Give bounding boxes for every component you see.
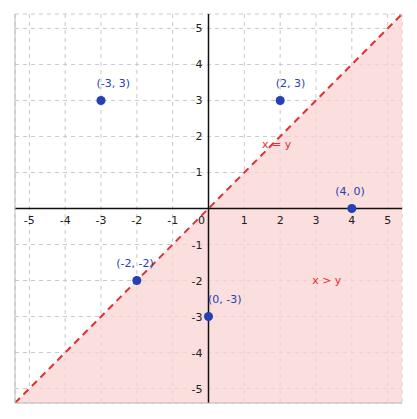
svg-text:5: 5	[384, 214, 391, 227]
svg-text:1: 1	[196, 166, 203, 179]
svg-text:-2: -2	[192, 275, 203, 288]
svg-text:4: 4	[348, 214, 355, 227]
svg-text:(-2, -2): (-2, -2)	[116, 257, 154, 270]
svg-text:-4: -4	[60, 214, 71, 227]
svg-text:0: 0	[198, 214, 205, 227]
svg-text:x > y: x > y	[312, 274, 342, 287]
svg-text:-2: -2	[131, 214, 142, 227]
svg-text:-5: -5	[192, 383, 203, 396]
svg-text:3: 3	[196, 94, 203, 107]
svg-text:3: 3	[313, 214, 320, 227]
svg-text:-1: -1	[167, 214, 178, 227]
svg-text:-1: -1	[192, 239, 203, 252]
svg-text:(0, -3): (0, -3)	[208, 293, 242, 306]
svg-text:-4: -4	[192, 347, 203, 360]
svg-text:2: 2	[277, 214, 284, 227]
svg-text:-5: -5	[24, 214, 35, 227]
svg-text:4: 4	[196, 58, 203, 71]
svg-text:5: 5	[196, 22, 203, 35]
svg-text:-3: -3	[96, 214, 107, 227]
svg-text:2: 2	[196, 130, 203, 143]
svg-text:(4, 0): (4, 0)	[335, 185, 365, 198]
svg-text:-3: -3	[192, 311, 203, 324]
svg-text:(-3, 3): (-3, 3)	[96, 77, 130, 90]
svg-text:1: 1	[241, 214, 248, 227]
svg-text:(2, 3): (2, 3)	[276, 77, 306, 90]
svg-text:x = y: x = y	[262, 138, 292, 151]
